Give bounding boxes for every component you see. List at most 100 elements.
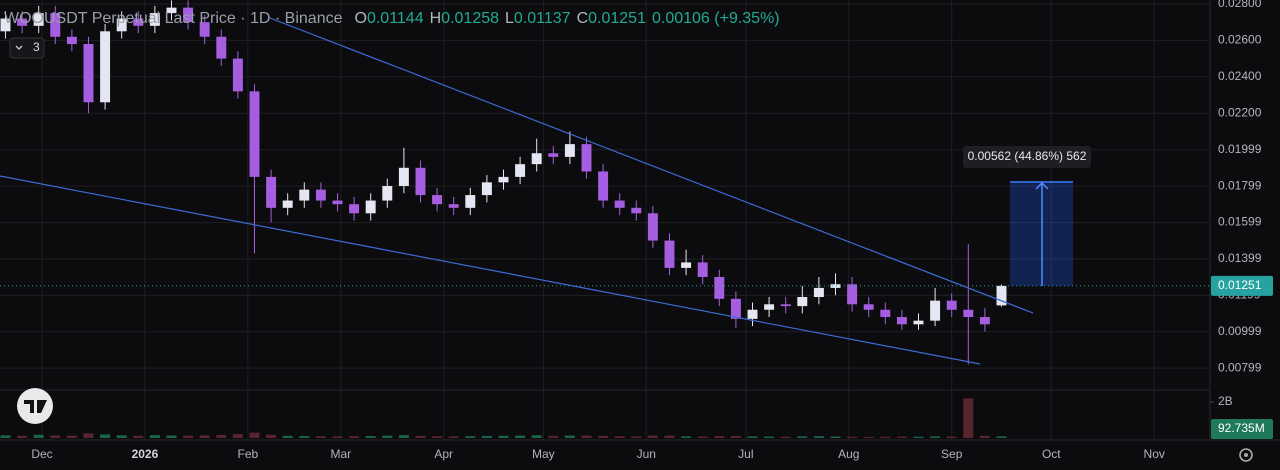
candle-body [896, 317, 907, 325]
legend-key: L [505, 10, 514, 27]
candle-body [332, 200, 343, 205]
legend-key: O [355, 10, 367, 27]
legend-key: H [430, 10, 442, 27]
y-tick-label: 0.02800 [1218, 0, 1262, 10]
settings-icon-dot [1244, 453, 1248, 457]
volume-bar [913, 436, 924, 438]
candle-body [664, 240, 675, 268]
volume-bar [863, 436, 874, 438]
volume-bar [116, 435, 127, 438]
price-label-box [1211, 275, 1273, 296]
candle-body [299, 189, 310, 201]
volume-bar [183, 435, 194, 438]
candle-body [100, 31, 111, 103]
chevron-icon [15, 45, 23, 50]
candle-body [33, 13, 44, 26]
volume-bar [797, 436, 808, 438]
logo[interactable] [17, 388, 53, 424]
candle-body [747, 309, 758, 319]
candle-body [232, 58, 243, 92]
candle-body [515, 164, 526, 177]
candle-body [764, 304, 775, 310]
candle-body [880, 309, 891, 318]
volume-bar [448, 436, 459, 438]
candle-body [398, 167, 409, 186]
indicator-toggle[interactable] [9, 37, 45, 59]
candle-body [863, 304, 874, 310]
volume-bar [199, 435, 210, 438]
candle-body [282, 200, 293, 208]
legend-value: 0.01251 [588, 10, 646, 27]
candle-body [830, 284, 841, 288]
candle-body [116, 18, 127, 32]
candle-body [133, 18, 144, 26]
volume-tick-label: 2B [1218, 394, 1233, 408]
y-tick-label: 0.02400 [1218, 69, 1262, 83]
volume-bar [963, 398, 974, 438]
candles [0, 0, 1210, 365]
x-tick-label: Aug [838, 447, 859, 461]
candle-body [216, 36, 227, 59]
legend-value: 0.01258 [441, 10, 499, 27]
candle-body [498, 176, 509, 183]
volume-bar [531, 435, 542, 438]
candle-body [847, 284, 858, 305]
volume-bar [299, 436, 310, 438]
volume-bar [166, 435, 177, 438]
volume-bar [996, 436, 1007, 438]
volume-bar [830, 436, 841, 438]
volume-bar [133, 435, 144, 438]
volume-bar [249, 432, 260, 438]
volume-bar [979, 435, 990, 438]
candle-body [0, 18, 11, 32]
volume-bar [315, 436, 326, 438]
y-tick-label: 0.01599 [1218, 215, 1262, 229]
volume-bar [548, 435, 559, 438]
candle-body [66, 36, 77, 45]
volume-bar [398, 435, 409, 438]
candle-body [913, 320, 924, 325]
legend-value: 0.01144 [367, 10, 424, 27]
volume-bar [896, 436, 907, 438]
x-tick-label: Nov [1144, 447, 1165, 461]
volume-bar [681, 436, 692, 438]
volume-bar [33, 434, 44, 438]
volume-bar [564, 435, 575, 438]
candle-body [481, 182, 492, 196]
candle-body [780, 304, 791, 307]
candle-body [813, 287, 824, 298]
measure-label-box [963, 146, 1091, 168]
volume-bar [0, 435, 11, 438]
volume-bar [880, 436, 891, 438]
x-tick-label: Jul [738, 447, 753, 461]
volume-bar [764, 436, 775, 438]
measure-arrow-head [1035, 181, 1049, 190]
candle-body [963, 309, 974, 318]
volume-bar [631, 436, 642, 438]
volume-bar [614, 436, 625, 438]
legend-text: WOOUSDT Perpetual Last Price · 1D · Bina… [4, 10, 343, 27]
volume-bar [382, 435, 393, 438]
volume-bar [780, 436, 791, 438]
volume-bar [847, 436, 858, 438]
volume-bar [332, 436, 343, 438]
logo-mark [24, 400, 47, 413]
candle-body [465, 195, 476, 208]
candle-body [531, 153, 542, 165]
settings-icon[interactable] [1239, 448, 1253, 462]
volume-label-box [1211, 419, 1273, 439]
volume-bar [930, 436, 941, 438]
volume-bar [515, 435, 526, 438]
candle-body [714, 276, 725, 299]
volume-bar [598, 435, 609, 438]
y-tick-label: 0.01399 [1218, 251, 1262, 265]
candle-body [365, 200, 376, 214]
candle-body [266, 176, 277, 208]
volume-bar [232, 434, 243, 438]
candle-body [681, 262, 692, 268]
volume-bar [17, 435, 28, 438]
candle-body [930, 300, 941, 321]
volume-bar [83, 433, 94, 438]
volume-bar [581, 435, 592, 438]
